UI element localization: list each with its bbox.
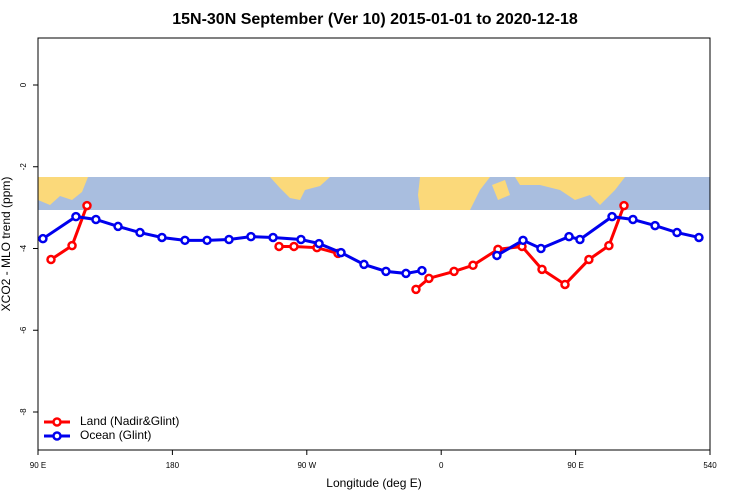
x-axis-label: Longitude (deg E) xyxy=(326,476,421,490)
point xyxy=(401,268,411,279)
point xyxy=(180,235,190,246)
map-band xyxy=(38,177,710,210)
point xyxy=(289,241,299,252)
legend-label: Ocean (Glint) xyxy=(80,428,151,442)
point xyxy=(575,234,585,245)
point xyxy=(381,266,391,277)
point xyxy=(417,265,427,276)
y-tick-label: -6 xyxy=(19,326,28,334)
point xyxy=(274,241,284,252)
point xyxy=(537,264,547,275)
x-tick-label: 180 xyxy=(166,461,180,470)
point xyxy=(424,273,434,284)
plot-frame xyxy=(37,37,711,451)
chart-title: 15N-30N September (Ver 10) 2015-01-01 to… xyxy=(172,11,578,28)
point xyxy=(202,235,212,246)
x-tick-label: 90 W xyxy=(297,461,316,470)
point xyxy=(135,227,145,238)
legend-label: Land (Nadir&Glint) xyxy=(80,414,179,428)
point xyxy=(672,227,682,238)
x-tick-label: 0 xyxy=(439,461,444,470)
x-tick-label: 90 E xyxy=(30,461,46,470)
point xyxy=(224,234,234,245)
point xyxy=(411,284,421,295)
point xyxy=(157,232,167,243)
y-tick-label: -2 xyxy=(19,163,28,171)
point xyxy=(336,247,346,258)
legend-marker xyxy=(52,417,62,427)
point xyxy=(314,238,324,249)
point xyxy=(67,240,77,251)
point xyxy=(82,200,92,211)
point xyxy=(518,235,528,246)
point xyxy=(619,200,629,211)
point xyxy=(560,279,570,290)
point xyxy=(296,234,306,245)
point xyxy=(71,211,81,222)
point xyxy=(584,254,594,265)
point xyxy=(38,233,48,244)
point xyxy=(113,221,123,232)
point xyxy=(359,259,369,270)
x-tick-label: 540 xyxy=(703,461,717,470)
legend-marker xyxy=(52,431,62,441)
point xyxy=(449,266,459,277)
point xyxy=(694,232,704,243)
point xyxy=(628,214,638,225)
y-tick-label: 0 xyxy=(19,82,28,87)
point xyxy=(46,254,56,265)
x-tick-label: 90 E xyxy=(567,461,583,470)
point xyxy=(91,214,101,225)
point xyxy=(468,260,478,271)
point xyxy=(564,231,574,242)
point xyxy=(492,250,502,261)
point xyxy=(268,232,278,243)
series-line xyxy=(42,215,700,275)
y-tick-label: -8 xyxy=(19,408,28,416)
point xyxy=(607,211,617,222)
point xyxy=(246,231,256,242)
point xyxy=(650,220,660,231)
point xyxy=(536,243,546,254)
y-axis-label: XCO2 - MLO trend (ppm) xyxy=(0,177,13,312)
point xyxy=(604,240,614,251)
y-tick-label: -4 xyxy=(19,244,28,252)
